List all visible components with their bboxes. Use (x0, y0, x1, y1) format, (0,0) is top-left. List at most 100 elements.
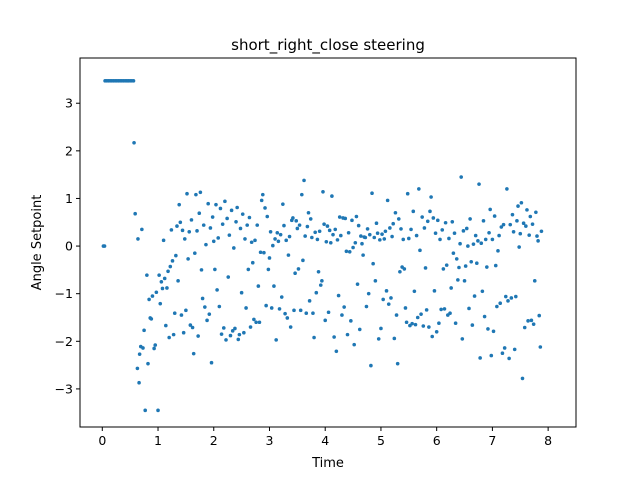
data-point (254, 320, 258, 325)
data-point (321, 189, 325, 194)
data-point (331, 232, 335, 237)
data-point (364, 304, 369, 309)
data-point (326, 310, 331, 315)
data-point (217, 304, 222, 309)
data-point (196, 334, 200, 338)
data-point (333, 227, 338, 232)
data-point (379, 326, 383, 331)
data-point (135, 366, 140, 371)
data-point (229, 208, 234, 213)
data-point (301, 258, 305, 263)
data-point (519, 200, 524, 205)
data-point (466, 244, 470, 248)
data-point (143, 408, 148, 413)
data-point (213, 267, 217, 272)
data-point (375, 231, 380, 236)
data-point (221, 326, 226, 330)
data-point (420, 215, 424, 219)
x-tick-label: 3 (266, 433, 274, 448)
data-point (369, 363, 373, 368)
data-point (216, 236, 221, 240)
data-point (506, 299, 510, 303)
data-point (489, 353, 494, 358)
data-point (218, 206, 223, 211)
data-point (252, 317, 256, 322)
data-point (287, 234, 292, 239)
data-point (300, 192, 304, 197)
data-point (402, 267, 407, 271)
data-point (180, 228, 185, 233)
data-point (264, 303, 268, 308)
data-point (527, 233, 531, 237)
data-point (534, 210, 538, 215)
data-point (475, 261, 479, 266)
data-point (248, 325, 253, 329)
data-point (464, 226, 469, 231)
chart-title: short_right_close steering (231, 36, 425, 55)
data-point (486, 327, 490, 331)
data-point (529, 318, 534, 323)
data-point (297, 223, 302, 227)
data-point (386, 302, 391, 306)
data-point (262, 250, 266, 255)
data-point (370, 191, 374, 196)
data-point (428, 209, 432, 214)
data-point (505, 187, 509, 191)
data-point (392, 336, 397, 341)
x-axis-label: Time (311, 456, 344, 471)
data-point (421, 324, 426, 328)
data-point (471, 242, 476, 246)
data-point (422, 226, 427, 230)
data-point (179, 313, 184, 317)
data-point (434, 329, 439, 334)
data-point (343, 216, 348, 221)
data-point (412, 289, 417, 294)
data-point (401, 237, 406, 242)
data-point (328, 240, 333, 245)
data-point (425, 219, 430, 224)
data-point (403, 306, 408, 310)
data-point (381, 297, 385, 302)
data-point (503, 294, 508, 299)
data-point (320, 279, 324, 283)
data-point (456, 278, 460, 282)
data-point (411, 209, 416, 214)
data-point (133, 211, 137, 216)
data-point (237, 332, 242, 337)
data-point (197, 211, 202, 216)
data-point (467, 306, 471, 311)
data-point (430, 334, 435, 339)
data-point (410, 321, 414, 326)
data-point (433, 231, 438, 236)
data-point (490, 237, 495, 242)
data-point (354, 214, 359, 219)
data-point (451, 251, 456, 256)
data-point (450, 219, 455, 224)
data-point (316, 269, 321, 274)
data-point (417, 187, 421, 191)
data-point (399, 227, 403, 231)
data-point (393, 210, 398, 215)
data-point (476, 239, 480, 243)
data-point (313, 230, 317, 235)
data-point (524, 224, 528, 228)
data-point (137, 352, 142, 356)
data-point (102, 244, 107, 248)
data-point (442, 307, 447, 311)
data-point (286, 253, 291, 257)
data-point (235, 205, 239, 210)
data-point (351, 245, 355, 250)
data-point (394, 313, 399, 317)
data-point (355, 282, 360, 286)
data-point (158, 301, 163, 306)
data-point (532, 279, 537, 283)
data-point (219, 332, 224, 336)
y-tick-label: −3 (55, 381, 73, 396)
data-point (366, 291, 371, 296)
data-point (423, 266, 428, 270)
data-point (463, 264, 468, 268)
data-point (276, 239, 281, 244)
data-point (468, 217, 472, 221)
data-point (293, 271, 297, 276)
